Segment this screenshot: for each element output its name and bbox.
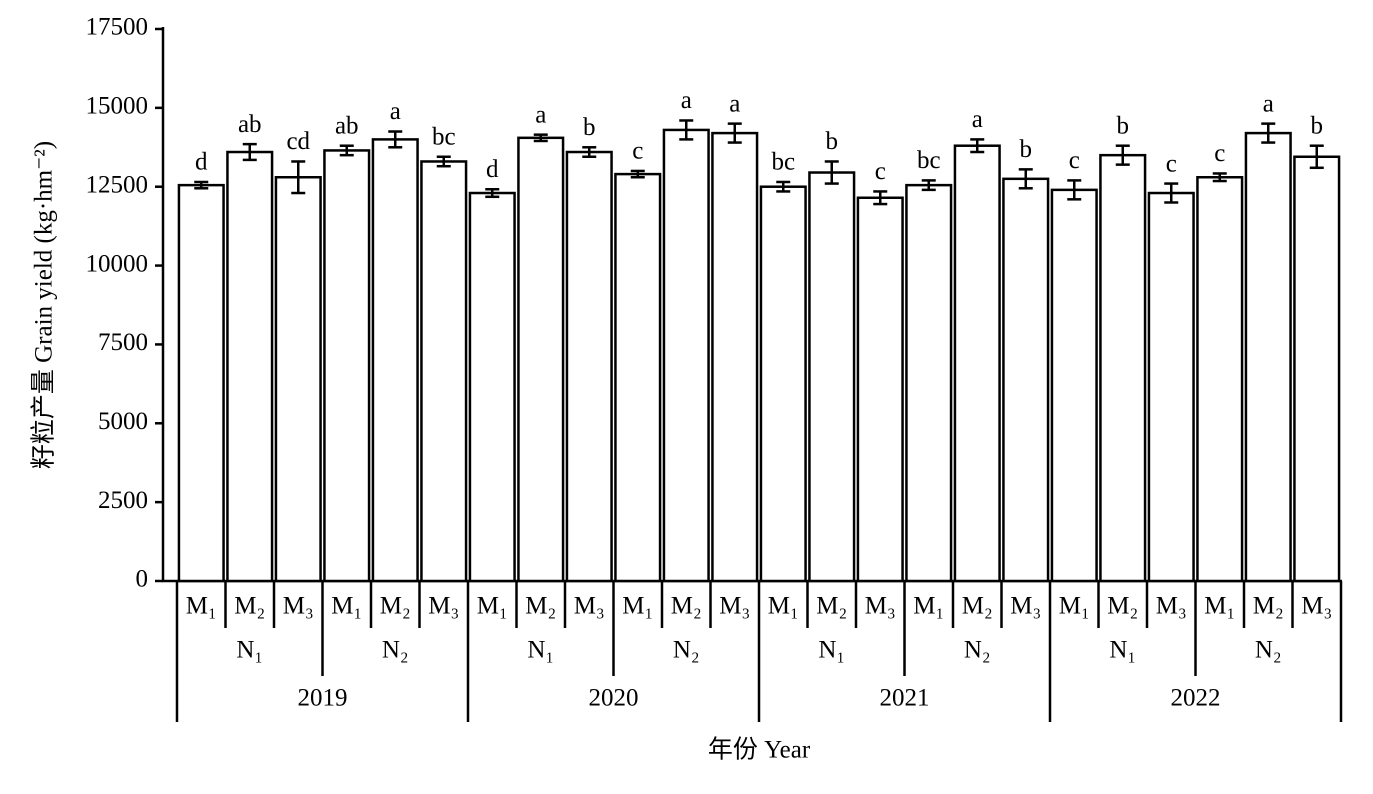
group-label: N₂ [964,637,991,664]
significance-letter: a [390,98,401,125]
x-tick-label: M₁ [1204,593,1235,620]
bar [420,160,468,583]
bar [226,150,274,583]
x-tick-label: M₂ [671,593,702,620]
group-label: N₂ [1255,637,1282,664]
y-tick-label: 5000 [98,408,148,435]
bar [711,131,759,583]
x-tick-label: M₁ [331,593,362,620]
x-tick-label: M₁ [622,593,653,620]
bar [177,183,225,583]
x-tick-label: M₂ [1107,593,1138,620]
significance-letter: b [1020,136,1033,163]
x-tick-label: M₂ [525,593,556,620]
group-label: N₂ [382,637,409,664]
bar [905,183,953,583]
y-tick-label: 7500 [98,329,148,356]
significance-letter: bc [432,123,456,150]
bar [565,150,613,583]
significance-letter: b [1117,112,1130,139]
x-tick-label: M₁ [768,593,799,620]
significance-letter: a [1263,90,1274,117]
bar [953,144,1001,583]
bar [808,171,856,583]
y-tick-label: 15000 [86,93,149,120]
significance-letter: c [632,138,643,165]
x-tick-label: M₃ [1301,593,1332,620]
significance-letter: c [1166,150,1177,177]
bar [1196,176,1244,583]
significance-letter: b [583,114,596,141]
y-tick-label: 12500 [86,171,149,198]
y-tick-label: 10000 [86,250,149,277]
x-tick-label: M₃ [719,593,750,620]
group-label: N₁ [527,637,554,664]
significance-letter: ab [335,112,359,139]
y-tick-label: 0 [136,566,149,593]
group-label: N₁ [818,637,845,664]
group-label: N₂ [673,637,700,664]
x-tick-label: M₂ [1253,593,1284,620]
bar [1099,153,1147,583]
year-label: 2019 [298,685,348,712]
bar [468,191,516,583]
significance-letter: a [972,106,983,133]
bar [759,185,807,583]
significance-letter: c [1214,140,1225,167]
x-tick-label: M₁ [913,593,944,620]
x-tick-label: M₃ [1010,593,1041,620]
x-tick-label: M₃ [283,593,314,620]
bar [274,176,322,583]
significance-letter: d [195,149,208,176]
significance-letter: bc [771,149,795,176]
x-tick-label: M₂ [234,593,265,620]
bar [662,128,710,583]
bar [1293,155,1341,583]
x-tick-label: M₃ [574,593,605,620]
x-tick-label: M₃ [1156,593,1187,620]
y-tick-label: 17500 [86,14,149,41]
x-axis-label: 年份 Year [708,736,811,764]
bar [1244,131,1292,583]
bar [856,196,904,583]
significance-letter: c [875,158,886,185]
group-label: N₁ [1109,637,1136,664]
x-tick-label: M₂ [816,593,847,620]
significance-letter: d [486,156,499,183]
significance-letter: b [826,128,839,155]
x-tick-label: M₁ [186,593,217,620]
significance-letter: bc [917,147,941,174]
bar [1002,177,1050,583]
significance-letter: c [1069,147,1080,174]
bar [1147,191,1195,583]
year-label: 2021 [880,685,930,712]
x-tick-label: M₁ [477,593,508,620]
group-label: N₁ [236,637,263,664]
bar [1050,188,1098,583]
x-tick-label: M₁ [1059,593,1090,620]
bar [517,136,565,583]
bar [371,138,419,583]
significance-letter: cd [286,128,310,155]
x-tick-label: M₂ [380,593,411,620]
significance-letter: a [535,101,546,128]
bar [614,172,662,583]
y-axis-label: 籽粒产量 Grain yield (kg·hm⁻²) [30,141,58,469]
y-tick-label: 2500 [98,487,148,514]
significance-letter: ab [238,111,262,138]
x-tick-label: M₃ [865,593,896,620]
significance-letter: a [681,87,692,114]
significance-letter: a [729,90,740,117]
significance-letter: b [1311,112,1324,139]
year-label: 2020 [589,685,639,712]
x-tick-label: M₃ [428,593,459,620]
year-label: 2022 [1171,685,1221,712]
bar [323,149,371,583]
x-tick-label: M₂ [962,593,993,620]
